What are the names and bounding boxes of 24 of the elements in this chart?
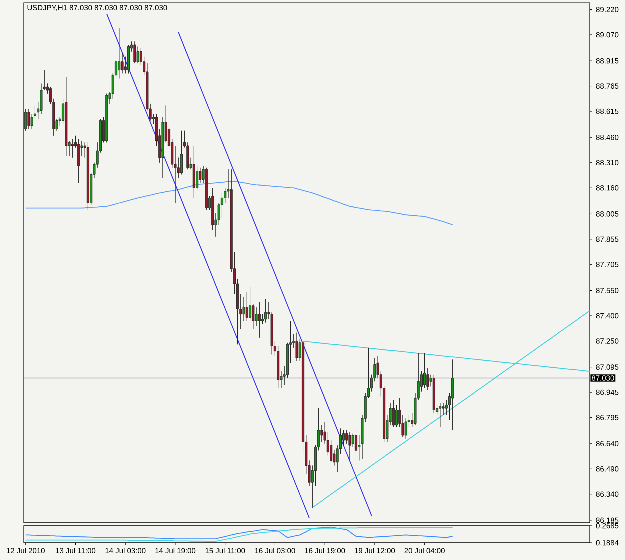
candlestick <box>134 41 136 64</box>
candlestick <box>192 146 196 198</box>
candlestick <box>71 139 74 158</box>
candlestick <box>258 302 261 338</box>
candlestick <box>264 298 268 323</box>
candlestick <box>78 139 80 184</box>
candlestick <box>86 142 90 210</box>
candlestick <box>424 352 426 389</box>
candlestick <box>392 400 395 428</box>
candlestick <box>65 76 68 156</box>
candlestick <box>24 108 28 132</box>
candlestick <box>404 418 408 440</box>
candlestick <box>354 426 358 461</box>
candlestick <box>432 374 436 414</box>
candlestick <box>348 432 352 461</box>
candlestick <box>106 94 108 143</box>
candlestick <box>205 168 208 210</box>
candlestick <box>127 44 130 74</box>
candlestick <box>180 130 183 175</box>
candlestick <box>296 332 298 362</box>
candlestick <box>439 403 442 428</box>
candlestick <box>28 108 30 130</box>
candlestick <box>118 28 121 79</box>
candlestick <box>452 360 454 431</box>
